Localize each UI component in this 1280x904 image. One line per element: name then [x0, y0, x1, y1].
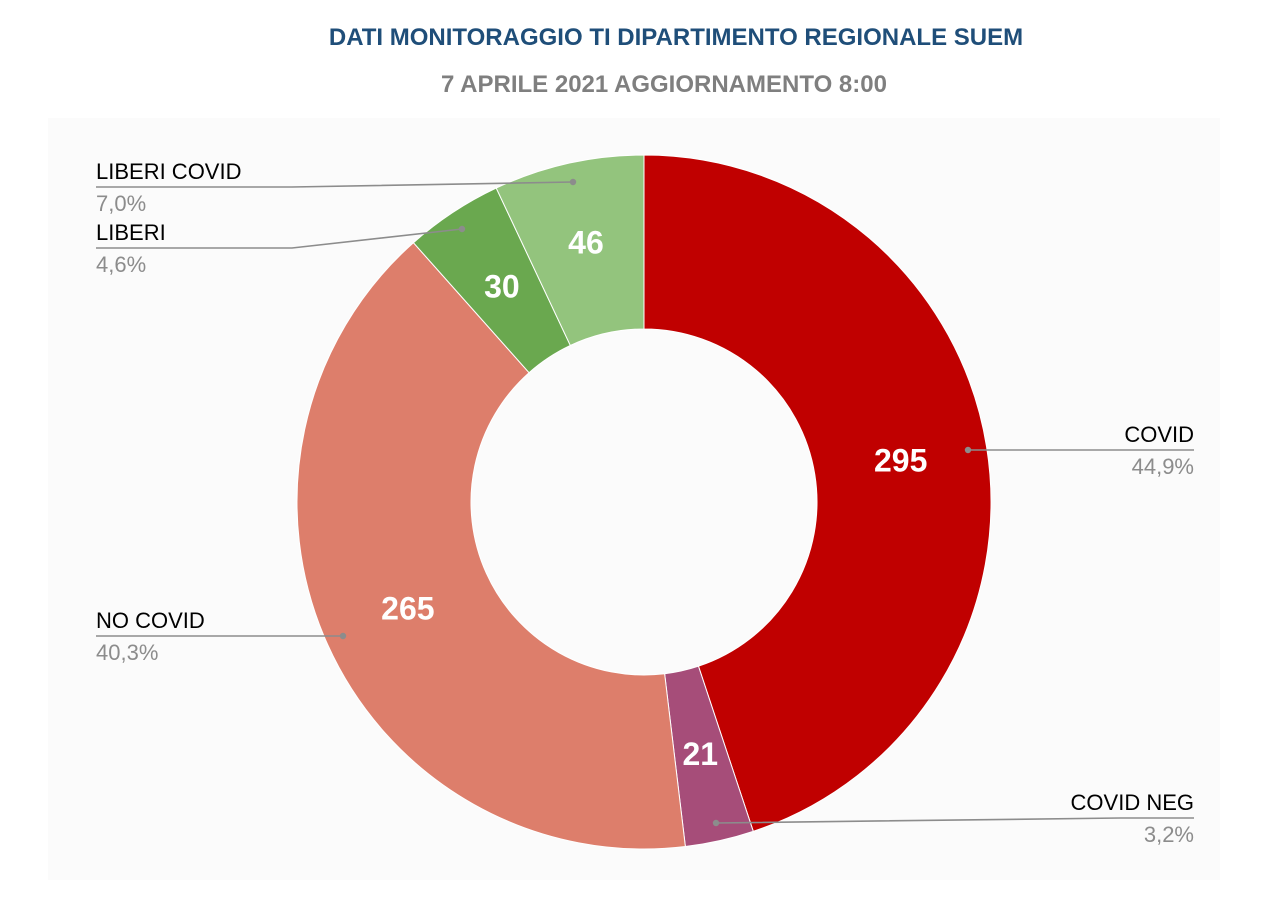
chart-title: DATI MONITORAGGIO TI DIPARTIMENTO REGION…: [329, 24, 1023, 51]
percent-label-no-covid: 40,3%: [96, 640, 158, 665]
percent-label-liberi: 4,6%: [96, 252, 146, 277]
leader-line-covid-neg: [715, 817, 1194, 824]
slice-liberi-covid: [495, 154, 645, 347]
category-label-liberi: LIBERI: [96, 220, 166, 245]
percent-label-covid-neg: 3,2%: [1144, 822, 1194, 847]
chart-subtitle: 7 APRILE 2021 AGGIORNAMENTO 8:00: [441, 71, 887, 98]
value-label-no-covid: 265: [381, 590, 434, 626]
slices-group: [296, 154, 992, 850]
slice-covid: [643, 154, 992, 832]
category-label-covid: COVID: [1124, 422, 1194, 447]
value-label-covid-neg: 21: [682, 736, 718, 772]
callouts-group: COVID 44,9% COVID NEG 3,2% NO COVID 40,3% LIBE…: [96, 159, 1194, 847]
leader-line-liberi: [96, 228, 463, 249]
value-label-liberi-covid: 46: [568, 224, 604, 260]
slice-no-covid: [296, 241, 686, 850]
category-label-no-covid: NO COVID: [96, 608, 205, 633]
category-label-liberi-covid: LIBERI COVID: [96, 159, 241, 184]
category-label-covid-neg: COVID NEG: [1071, 790, 1194, 815]
percent-label-covid: 44,9%: [1132, 454, 1194, 479]
value-label-liberi: 30: [484, 269, 520, 305]
values-group: 295 21 265 30 46: [381, 224, 927, 771]
value-label-covid: 295: [874, 443, 927, 479]
percent-label-liberi-covid: 7,0%: [96, 191, 146, 216]
leader-line-liberi-covid: [96, 181, 574, 188]
